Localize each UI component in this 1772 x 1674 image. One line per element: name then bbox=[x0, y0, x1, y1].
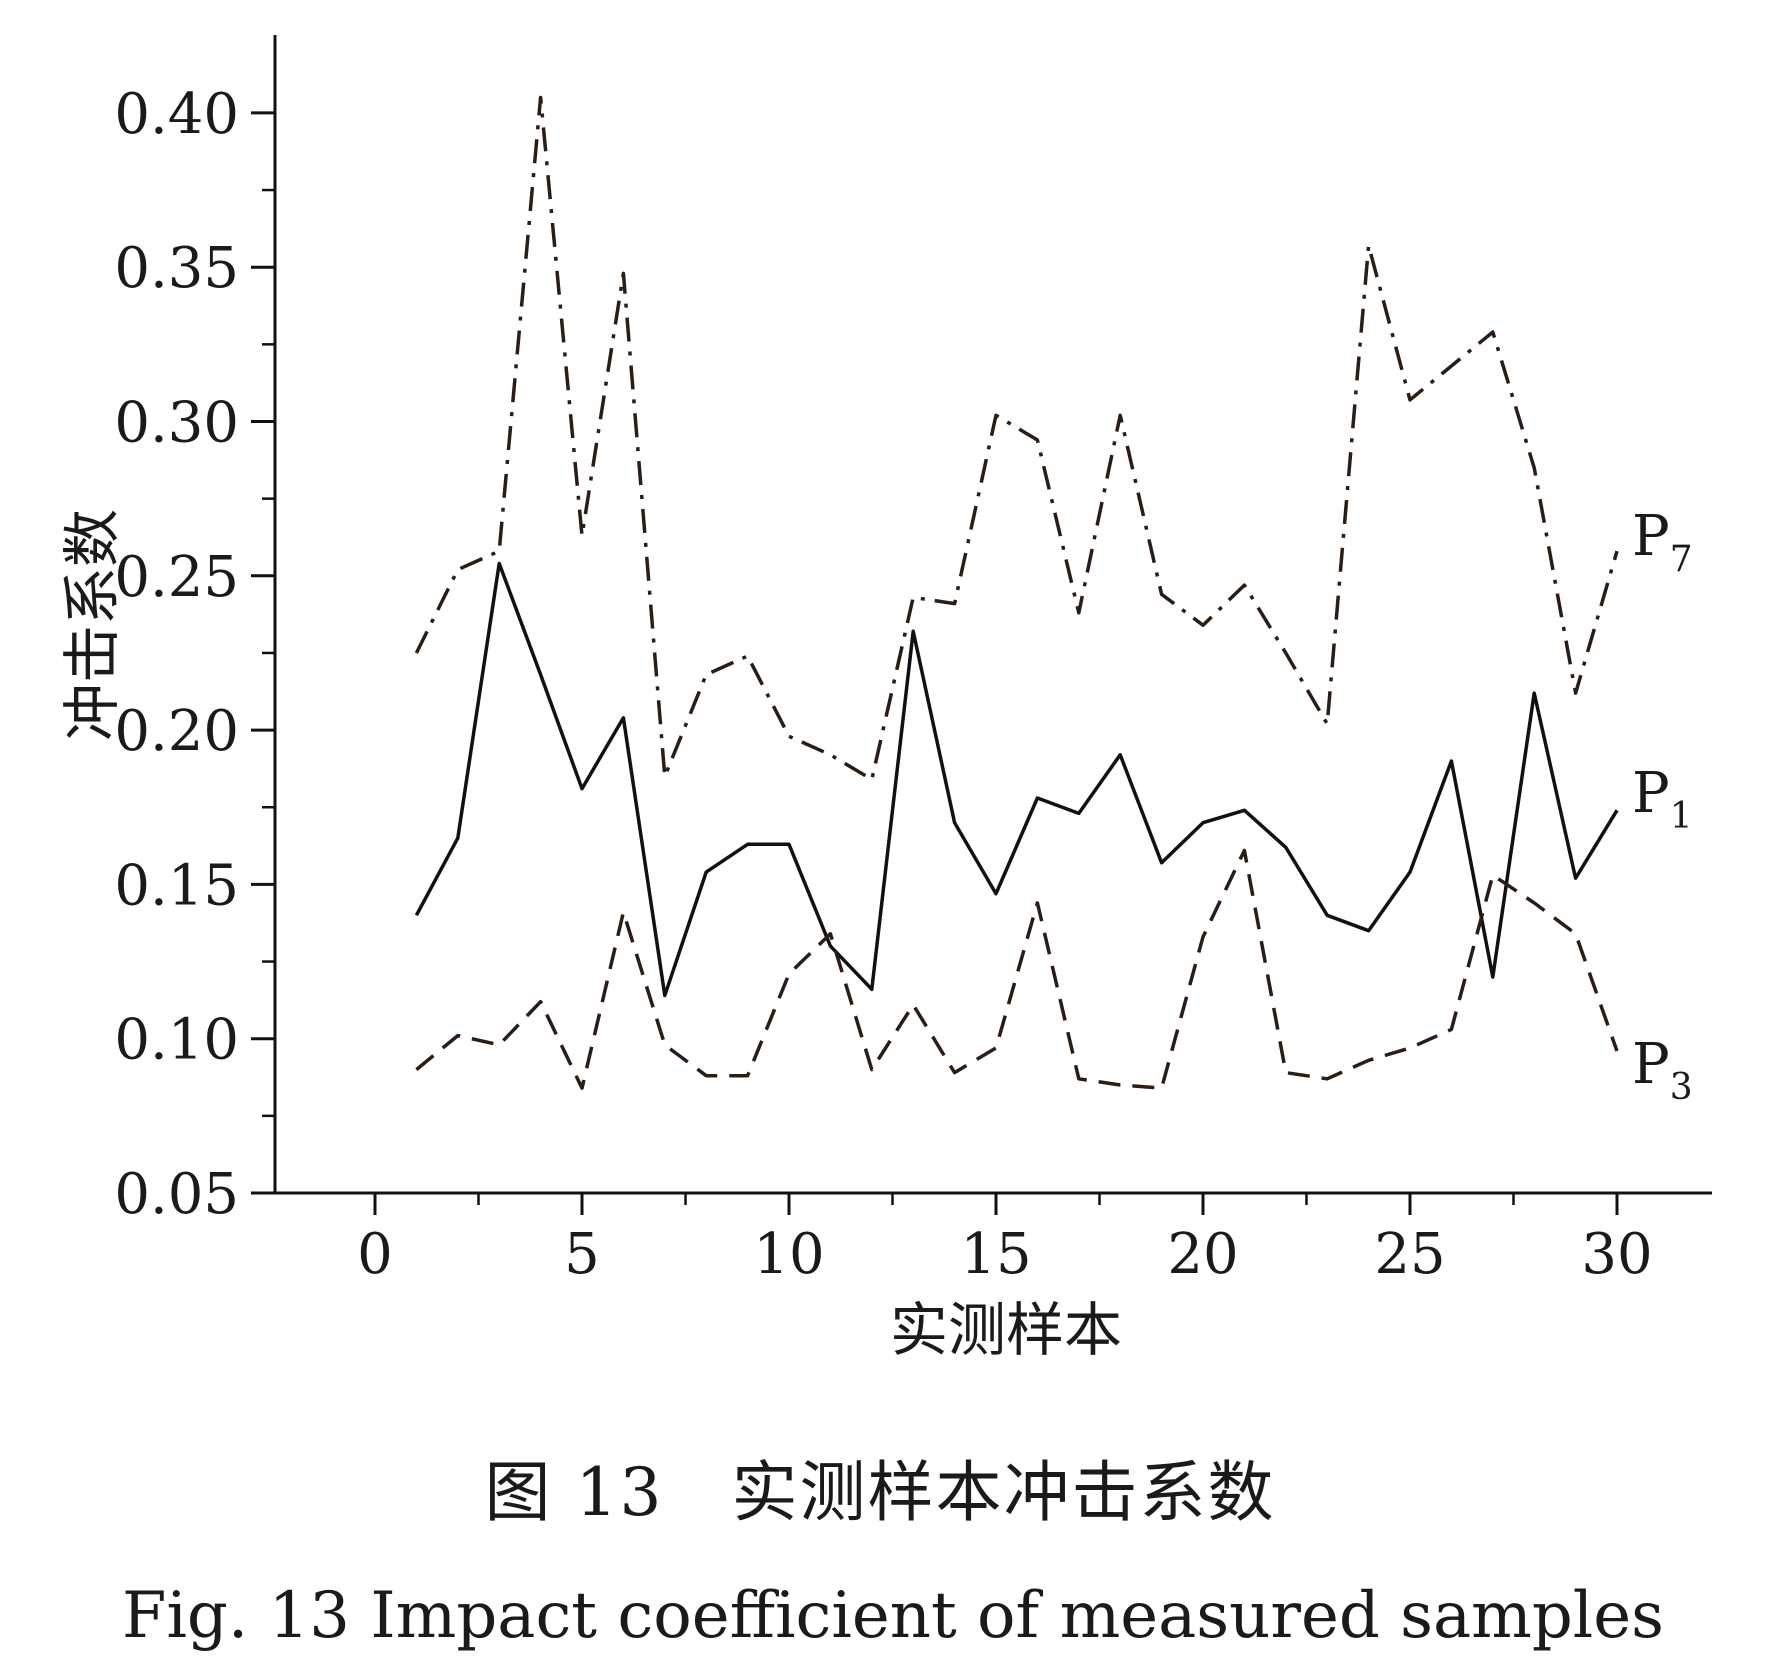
x-axis-title: 实测样本 bbox=[890, 1296, 1122, 1364]
series-label-p3: P3 bbox=[1632, 1032, 1693, 1108]
y-tick-label: 0.40 bbox=[114, 82, 239, 147]
axis-ticks: 0.05 0.10 0.15 0.20 0.25 0.30 0.35 0.40 0 5 10 15 20… bbox=[114, 82, 1652, 1287]
y-tick-label: 0.10 bbox=[114, 1008, 239, 1073]
y-tick-label: 0.35 bbox=[114, 236, 239, 301]
x-tick-label: 10 bbox=[753, 1222, 824, 1287]
caption-chinese: 图 13 实测样本冲击系数 bbox=[485, 1454, 1276, 1531]
y-tick-label: 0.25 bbox=[114, 545, 239, 610]
y-tick-label: 0.05 bbox=[114, 1162, 239, 1227]
series-line-p7 bbox=[414, 95, 1619, 782]
series-lines bbox=[414, 95, 1619, 1090]
series-line-p1 bbox=[414, 561, 1619, 998]
series-label-p1: P1 bbox=[1632, 761, 1693, 837]
y-axis-title: 冲击系数 bbox=[58, 509, 126, 741]
x-tick-label: 0 bbox=[357, 1222, 393, 1287]
series-labels: P7 P1 P3 bbox=[1632, 504, 1693, 1108]
y-tick-label: 0.20 bbox=[114, 699, 239, 764]
plot-area: 0.05 0.10 0.15 0.20 0.25 0.30 0.35 0.40 0 5 10 15 20… bbox=[114, 35, 1712, 1287]
x-tick-label: 15 bbox=[960, 1222, 1031, 1287]
x-tick-label: 30 bbox=[1581, 1222, 1652, 1287]
series-label-p7: P7 bbox=[1632, 504, 1693, 580]
caption-english: Fig. 13 Impact coefficient of measured s… bbox=[122, 1579, 1664, 1653]
x-tick-label: 5 bbox=[564, 1222, 600, 1287]
x-tick-label: 25 bbox=[1374, 1222, 1445, 1287]
y-tick-label: 0.30 bbox=[114, 391, 239, 456]
y-tick-label: 0.15 bbox=[114, 853, 239, 918]
x-tick-label: 20 bbox=[1167, 1222, 1238, 1287]
series-line-p3 bbox=[415, 848, 1619, 1090]
